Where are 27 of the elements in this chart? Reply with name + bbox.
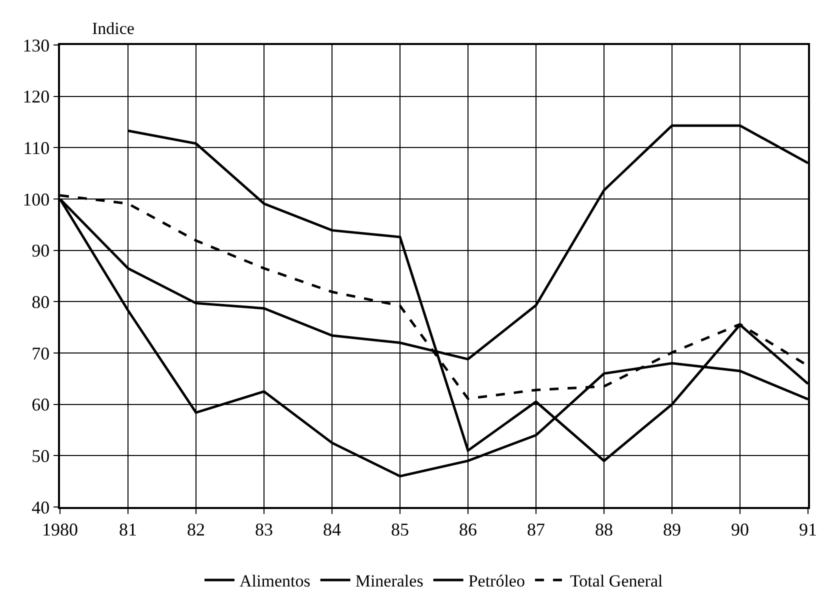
y-tick-label: 100 [22, 189, 50, 210]
x-tick-label: 91 [799, 519, 817, 540]
legend-label: Minerales [355, 572, 424, 591]
x-tick-label: 84 [323, 519, 341, 540]
legend-label: Petróleo [468, 572, 525, 591]
legend-label: Total General [570, 572, 663, 591]
y-tick-label: 110 [23, 138, 50, 158]
x-tick-label: 86 [459, 519, 477, 540]
x-tick-label: 1980 [42, 519, 78, 540]
x-tick-label: 90 [731, 519, 749, 540]
x-tick-label: 89 [663, 519, 681, 540]
y-tick-label: 50 [32, 446, 50, 466]
y-tick-label: 40 [32, 497, 50, 518]
y-axis-title: Indice [92, 19, 134, 38]
y-tick-label: 70 [32, 343, 50, 364]
x-tick-label: 88 [595, 519, 613, 540]
x-tick-label: 83 [255, 519, 273, 540]
x-tick-label: 85 [391, 519, 409, 540]
x-tick-label: 81 [119, 519, 137, 540]
y-tick-label: 90 [32, 240, 50, 261]
y-tick-label: 130 [22, 35, 50, 56]
y-tick-label: 80 [32, 292, 50, 312]
y-tick-label: 120 [22, 86, 50, 107]
x-tick-label: 82 [187, 519, 205, 540]
y-tick-label: 60 [32, 394, 50, 415]
legend-label: Alimentos [240, 572, 310, 591]
x-tick-label: 87 [527, 519, 545, 540]
